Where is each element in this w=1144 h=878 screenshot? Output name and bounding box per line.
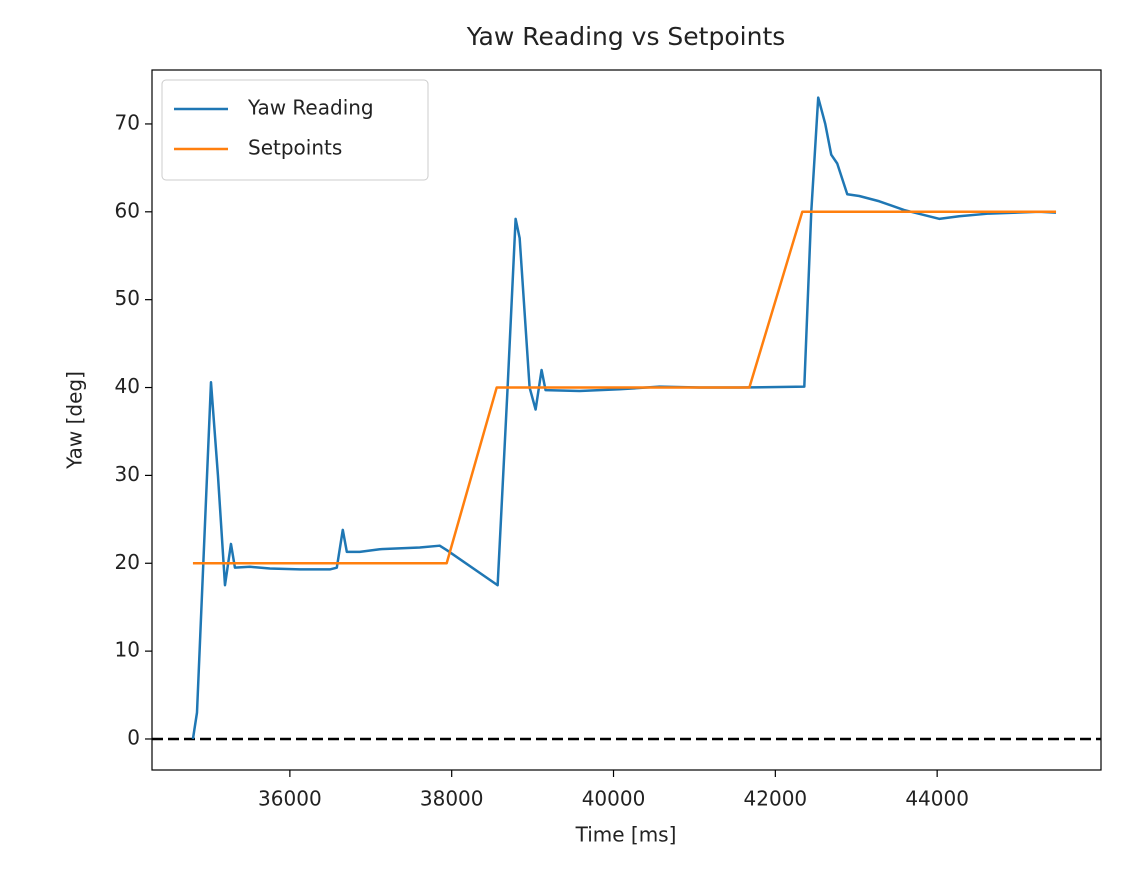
- y-tick-label: 40: [115, 374, 140, 398]
- chart-title: Yaw Reading vs Setpoints: [466, 22, 786, 51]
- x-tick-label: 40000: [582, 787, 646, 811]
- y-tick-label: 60: [115, 198, 140, 222]
- y-tick-label: 50: [115, 286, 140, 310]
- x-tick-label: 38000: [420, 787, 484, 811]
- y-tick-label: 20: [115, 550, 140, 574]
- y-axis-label: Yaw [deg]: [63, 371, 87, 470]
- x-tick-label: 36000: [258, 787, 322, 811]
- plot-frame: [151, 69, 1102, 771]
- y-tick-label: 30: [115, 462, 140, 486]
- x-tick-label: 44000: [905, 787, 969, 811]
- line-series: [191, 96, 1057, 740]
- line-series: [192, 210, 1057, 565]
- legend-box: [161, 79, 429, 181]
- x-axis-label: Time [ms]: [575, 823, 677, 847]
- y-tick-label: 70: [115, 110, 140, 134]
- x-tick-label: 42000: [744, 787, 808, 811]
- legend-label: Setpoints: [248, 136, 342, 160]
- legend-label: Yaw Reading: [247, 96, 374, 120]
- y-tick-label: 10: [115, 638, 140, 662]
- y-tick-label: 0: [127, 725, 140, 749]
